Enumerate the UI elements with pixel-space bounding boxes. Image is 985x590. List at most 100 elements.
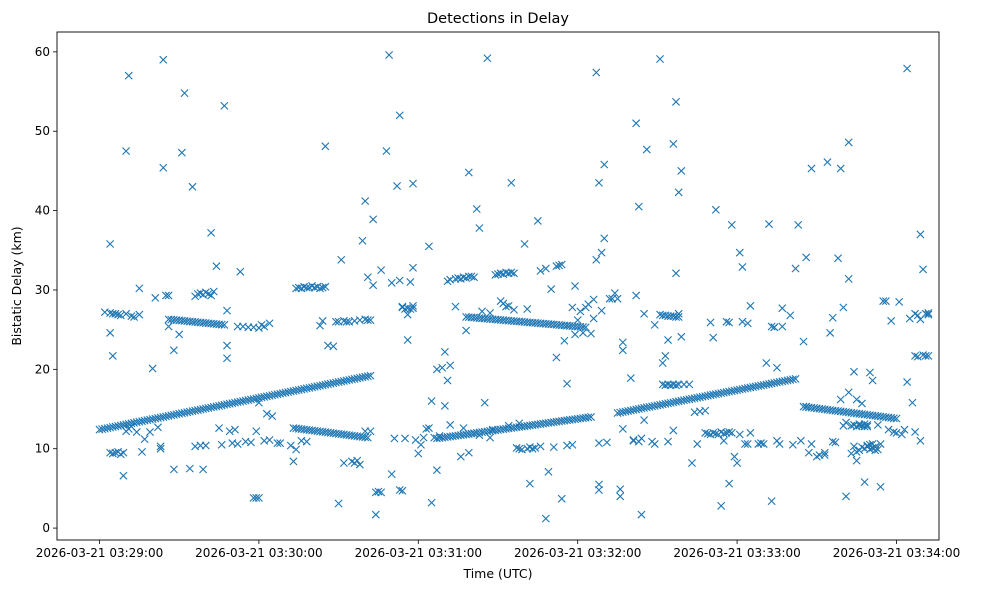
data-point [746,301,755,310]
data-point [363,316,372,325]
data-point [164,291,173,300]
y-tick-label: 60 [35,45,50,59]
data-point [156,444,165,453]
data-point [398,486,407,495]
data-point [390,434,399,443]
data-point [395,111,404,120]
track-point [581,323,590,332]
data-point [446,420,455,429]
data-point [316,321,324,330]
data-point [672,97,680,106]
data-point [276,439,285,448]
data-point [161,291,170,300]
data-point [616,485,625,494]
data-point [515,444,524,453]
data-point [209,287,218,296]
data-point [916,230,925,239]
data-point [132,428,141,437]
track-point [366,371,375,380]
data-point [119,471,128,480]
data-point [106,239,115,248]
data-point [701,406,710,415]
data-point [486,433,495,442]
data-point [265,435,274,444]
data-point [435,432,444,441]
data-point [260,322,269,331]
y-axis-label: Bistatic Delay (km) [9,226,24,345]
data-point [236,267,245,276]
data-point [408,179,417,188]
data-point [520,239,529,248]
data-point [470,273,479,282]
data-point [674,312,683,321]
data-point [759,439,768,448]
data-point [130,312,139,321]
data-point [881,297,890,306]
data-point [385,51,394,60]
data-point [504,301,513,310]
data-point [640,309,649,318]
data-point [302,283,311,292]
data-point [568,440,577,449]
data-point [876,439,885,448]
data-point [767,322,776,331]
data-point [501,302,510,311]
data-point [616,492,625,501]
data-point [916,436,925,445]
data-point [823,158,832,167]
data-point [212,262,221,271]
data-point [794,220,803,229]
data-point [778,304,787,313]
data-point [273,439,282,448]
data-point [438,363,447,372]
data-point [735,430,744,439]
data-point [533,216,542,225]
data-point [820,448,829,457]
data-point [395,276,404,285]
data-point [467,272,476,281]
data-point [913,311,922,320]
data-point [669,426,678,435]
data-point [911,428,920,437]
data-point [725,479,734,488]
data-point [650,320,659,329]
data-point [422,424,431,433]
data-point [897,430,906,439]
data-point [515,419,524,428]
data-point [414,449,423,458]
data-point [377,488,386,497]
data-point [470,429,479,438]
data-point [488,425,497,434]
data-point [135,284,144,293]
data-point [802,402,811,411]
data-point [419,433,428,442]
data-point [334,499,343,508]
data-point [177,148,186,157]
data-point [868,376,877,385]
data-point [762,359,771,367]
data-point [557,494,566,503]
data-point [719,436,728,445]
y-tick-label: 20 [35,362,50,376]
data-point [594,178,603,187]
data-point [571,330,580,339]
data-point [371,510,380,519]
data-point [743,319,752,328]
data-point [318,283,327,292]
data-point [387,278,396,287]
data-point [871,443,880,452]
data-point [563,321,572,330]
data-point [900,425,909,434]
data-point [642,145,651,154]
data-point [114,310,123,319]
data-point [911,351,920,360]
data-point [741,439,750,448]
data-point [717,501,726,510]
x-axis-label: Time (UTC) [462,566,532,581]
data-point [366,427,375,436]
data-point [860,478,869,487]
data-point [151,293,160,302]
data-point [597,248,606,257]
data-point [440,401,449,410]
data-point [153,423,162,432]
